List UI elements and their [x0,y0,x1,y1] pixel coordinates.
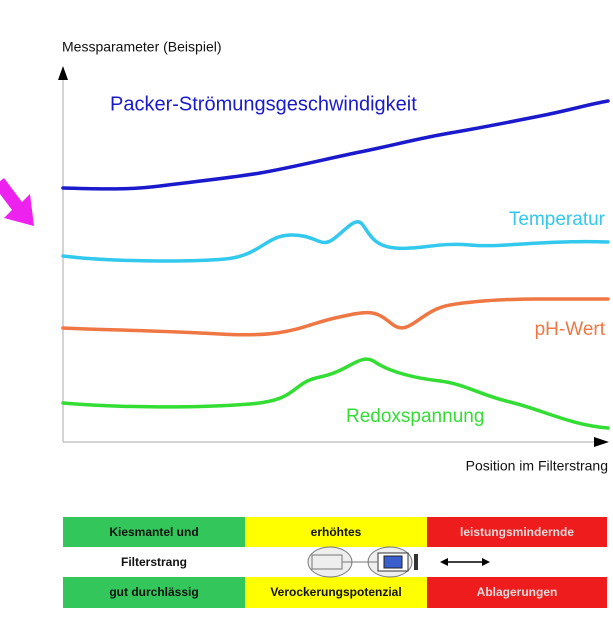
cell-text: Filterstrang [121,555,187,569]
double-arrow [440,558,490,566]
cell-text: gut durchlässig [109,585,198,599]
cell-text: Kiesmantel und [109,525,198,539]
cell [245,577,427,608]
curve [61,297,610,337]
curve [61,357,610,430]
cell-text: Verockerungspotenzial [270,585,401,599]
pointer-arrow [0,178,34,226]
cell [427,517,607,547]
curve [61,220,610,263]
y-axis-arrow [58,66,68,80]
cell [245,517,427,547]
filter-icon [307,546,418,578]
curve-label: Temperatur [509,209,606,230]
curve-label: Packer-Strömungsgeschwindigkeit [110,93,417,115]
cell [427,577,607,608]
y-axis-label: Messparameter (Beispiel) [62,39,222,55]
x-axis-label: Position im Filterstrang [466,458,608,474]
cell [63,577,245,608]
curve-label: pH-Wert [535,319,606,340]
legend-table: Kiesmantel und erhöhtes leistungsmindern… [63,517,607,608]
curve-label: Redoxspannung [346,406,484,427]
curve [61,99,610,191]
cell-text: Ablagerungen [477,585,558,599]
cell-text: leistungsmindernde [460,525,574,539]
cell [63,517,245,547]
cell-text: erhöhtes [311,525,362,539]
x-axis-arrow [594,437,609,447]
